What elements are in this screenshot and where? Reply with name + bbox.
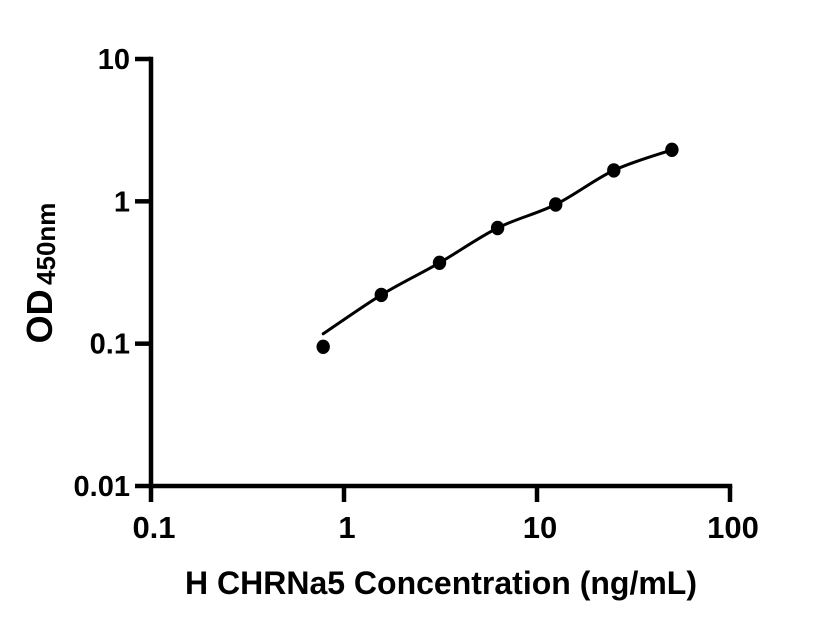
- plot-area: [316, 142, 679, 354]
- x-tick-label: 10: [523, 510, 557, 545]
- y-tick-label: 0.01: [74, 471, 130, 503]
- y-tick-label: 0.1: [90, 329, 130, 361]
- data-point-marker: [374, 287, 388, 303]
- x-tick-label: 100: [707, 510, 759, 545]
- y-tick-label: 1: [114, 186, 130, 218]
- y-axis-title-subscript: 450nm: [31, 203, 61, 285]
- data-point-marker: [432, 255, 447, 270]
- y-axis-title-main: OD: [19, 289, 60, 343]
- data-point-marker: [490, 220, 505, 236]
- axes: [148, 56, 733, 489]
- data-point-marker: [316, 339, 330, 354]
- y-axis-title: OD 450nm: [19, 203, 61, 344]
- x-axis-title: H CHRNa5 Concentration (ng/mL): [185, 565, 697, 601]
- data-point-marker: [607, 163, 621, 178]
- data-point-marker: [665, 142, 679, 157]
- data-point-marker: [549, 197, 563, 212]
- fitted-curve-line: [321, 148, 674, 336]
- axis-ticks: [135, 56, 733, 502]
- x-tick-label: 0.1: [132, 510, 175, 545]
- x-tick-label: 1: [338, 510, 355, 545]
- y-tick-label: 10: [98, 44, 130, 76]
